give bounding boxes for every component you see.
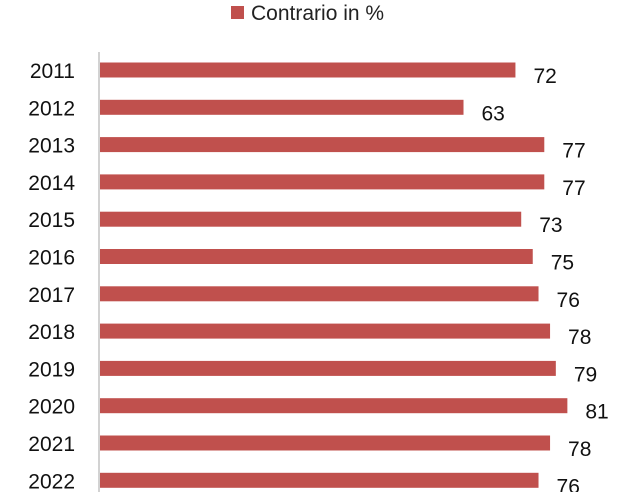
y-tick-label-2019: 2019 [28,358,75,381]
y-tick-label-2014: 2014 [28,172,75,195]
data-label-2022: 76 [557,475,580,492]
legend-label: Contrario in % [251,2,384,25]
data-label-2012: 63 [482,102,505,125]
y-tick-label-2020: 2020 [28,396,75,419]
data-label-2013: 77 [562,140,585,163]
y-tick-label-2013: 2013 [28,135,75,158]
data-label-2011: 72 [533,65,556,88]
y-tick-labels: 2011 2012 2013 2014 2015 2016 2017 2018 2019 2020… [28,60,75,492]
bar-2011 [100,62,516,78]
y-tick-label-2012: 2012 [28,97,75,120]
y-tick-label-2022: 2022 [28,470,75,492]
bar-2022 [100,472,539,488]
bar-2015 [100,211,522,227]
data-label-2017: 76 [557,289,580,312]
bar-2013 [100,137,545,153]
data-label-2018: 78 [568,326,591,349]
data-label-2016: 75 [551,252,574,275]
data-label-2021: 78 [568,438,591,461]
bar-2020 [100,398,568,414]
data-label-2015: 73 [539,214,562,237]
bar-2014 [100,174,545,190]
data-label-2019: 79 [574,363,597,386]
data-label-2014: 77 [562,177,585,200]
data-label-2020: 81 [585,401,608,424]
y-tick-label-2018: 2018 [28,321,75,344]
y-tick-label-2017: 2017 [28,284,75,307]
y-tick-label-2015: 2015 [28,209,75,232]
bar-2019 [100,360,556,376]
bar-2017 [100,286,539,302]
legend-swatch [231,6,244,19]
bar-2018 [100,323,551,339]
bar-2021 [100,435,551,451]
y-tick-label-2011: 2011 [30,60,75,83]
bars-group [100,62,568,488]
bar-2012 [100,99,464,115]
legend: Contrario in % [231,2,384,25]
y-tick-label-2016: 2016 [28,247,75,270]
bar-2016 [100,249,533,264]
y-tick-label-2021: 2021 [28,433,75,456]
